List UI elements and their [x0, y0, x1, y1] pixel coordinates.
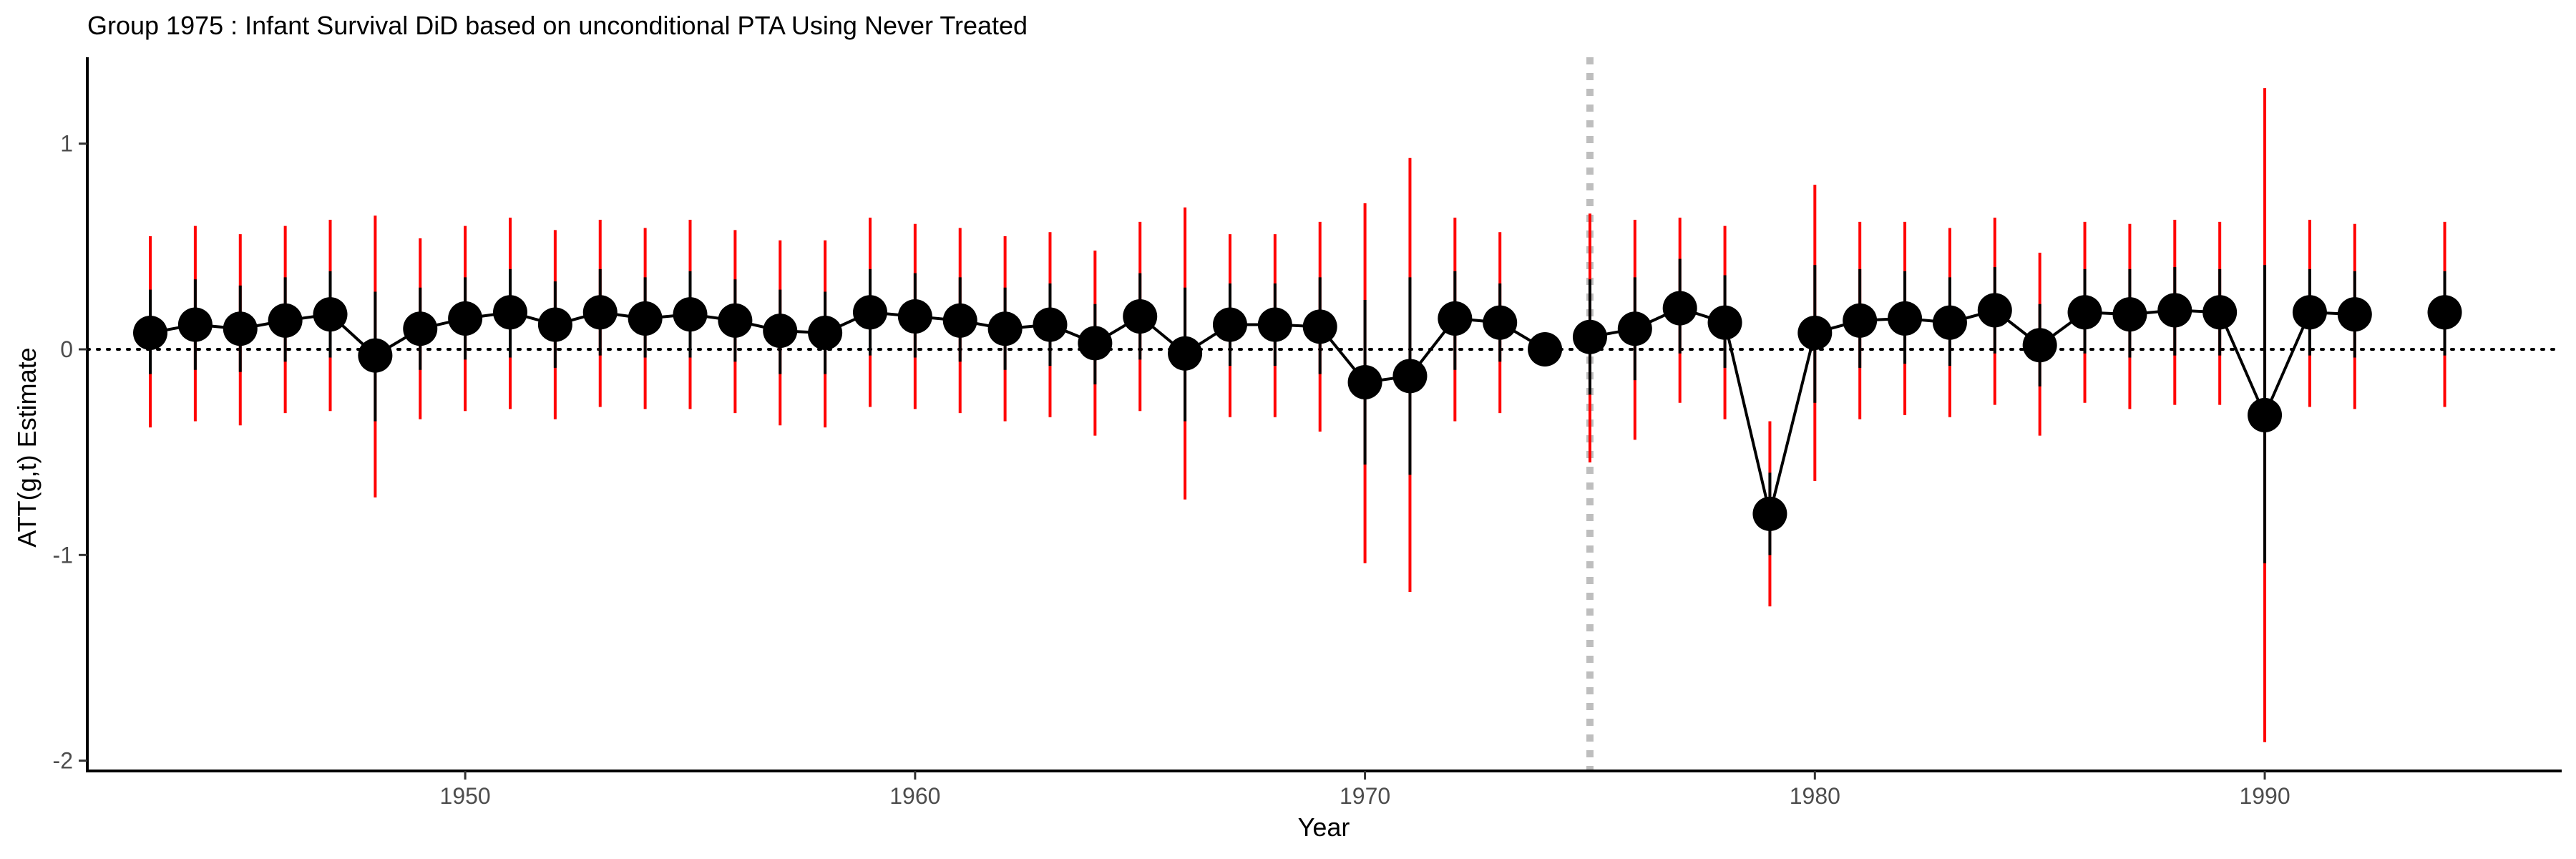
data-point	[1528, 331, 1563, 367]
data-point	[1033, 307, 1068, 342]
y-axis-title: ATT(g,t) Estimate	[12, 347, 42, 547]
data-point	[2337, 297, 2372, 332]
data-point	[133, 316, 168, 351]
data-point	[177, 307, 213, 342]
data-point	[2157, 293, 2192, 328]
data-point	[1797, 316, 1833, 351]
data-point	[1977, 293, 2012, 328]
data-point	[1168, 336, 1203, 371]
data-point	[718, 303, 753, 338]
data-point	[1123, 299, 1158, 334]
data-point	[1212, 307, 1247, 342]
data-point	[403, 311, 438, 346]
data-point	[808, 316, 843, 351]
data-point	[1662, 291, 1697, 326]
data-point	[2022, 328, 2057, 363]
plot-area: 1 0 -1 -2 1950 1960 1970 1980 1990	[53, 57, 2563, 809]
data-point	[1438, 301, 1473, 336]
data-point	[2292, 295, 2327, 330]
data-point	[1888, 301, 1923, 336]
data-point	[2202, 295, 2238, 330]
data-point	[1302, 309, 1337, 344]
data-point	[2248, 397, 2283, 432]
y-tick-label: 1	[60, 131, 73, 157]
data-point	[2112, 297, 2147, 332]
data-point	[313, 297, 348, 332]
data-point	[268, 303, 303, 338]
data-point	[1572, 319, 1607, 354]
data-point	[1843, 303, 1878, 338]
data-point	[223, 311, 258, 346]
series-line	[1589, 306, 2355, 515]
x-tick-label: 1980	[1790, 783, 1840, 809]
chart-title: Group 1975 : Infant Survival DiD based o…	[87, 11, 1028, 40]
x-tick-label: 1960	[889, 783, 940, 809]
data-point	[582, 295, 618, 330]
data-point	[1707, 305, 1742, 340]
data-point	[1617, 311, 1652, 346]
data-point	[987, 311, 1023, 346]
x-axis-title: Year	[1298, 812, 1350, 842]
data-point	[1078, 326, 1113, 361]
data-point	[852, 295, 887, 330]
data-point	[1392, 359, 1428, 394]
data-point	[537, 307, 572, 342]
x-tick-label: 1990	[2239, 783, 2290, 809]
data-point	[2427, 295, 2462, 330]
y-tick-label: 0	[60, 336, 73, 362]
data-point	[897, 299, 932, 334]
x-tick-label: 1970	[1340, 783, 1390, 809]
data-point	[1347, 364, 1382, 399]
data-point	[358, 338, 393, 373]
data-point	[942, 303, 977, 338]
data-point	[673, 297, 708, 332]
y-tick-label: -1	[53, 542, 73, 568]
data-point	[1932, 305, 1967, 340]
data-point	[448, 301, 483, 336]
data-point	[628, 301, 663, 336]
data-point	[1257, 307, 1292, 342]
data-point	[1483, 305, 1518, 340]
data-point	[763, 314, 798, 349]
data-point	[493, 295, 528, 330]
data-point	[1752, 496, 1787, 531]
data-point	[2067, 295, 2102, 330]
x-tick-label: 1950	[440, 783, 491, 809]
y-tick-label: -2	[53, 748, 73, 774]
